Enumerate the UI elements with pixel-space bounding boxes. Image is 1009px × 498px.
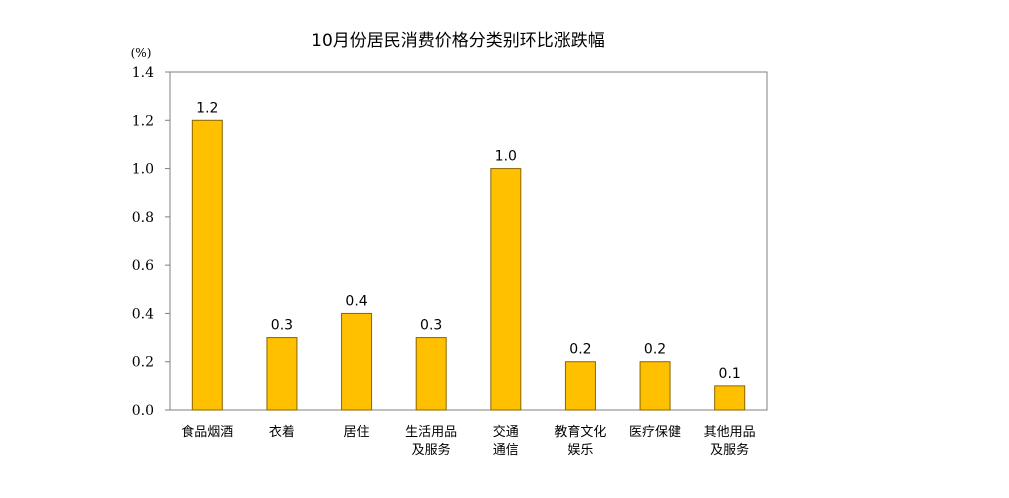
data-label: 1.0 xyxy=(495,149,517,165)
x-tick-label: 交通 xyxy=(493,424,519,440)
bar xyxy=(490,168,522,411)
bar xyxy=(341,312,373,411)
y-tick-label: 0.8 xyxy=(132,210,154,226)
data-label: 0.1 xyxy=(719,366,741,382)
bar xyxy=(415,337,447,411)
y-tick-label: 0.0 xyxy=(132,403,154,419)
x-tick-label: 医疗保健 xyxy=(629,425,681,440)
y-tick-label: 1.0 xyxy=(132,162,154,178)
y-axis: 0.0 0.2 0.4 0.6 0.8 1.0 1.2 1.4 xyxy=(132,65,170,419)
bar xyxy=(191,119,223,411)
x-tick-label: 居住 xyxy=(344,425,370,440)
plot-frame xyxy=(169,71,768,411)
data-label: 0.4 xyxy=(345,293,367,309)
x-tick-label: 及服务 xyxy=(710,442,749,458)
x-tick-label: 及服务 xyxy=(412,442,451,458)
bar xyxy=(714,385,746,411)
x-tick-label: 食品烟酒 xyxy=(181,424,233,440)
data-label: 1.2 xyxy=(196,100,218,116)
bar xyxy=(266,337,298,411)
data-label: 0.3 xyxy=(271,318,293,334)
x-tick-label: 教育文化 xyxy=(554,424,606,440)
x-tick-label: 通信 xyxy=(493,443,519,458)
bars xyxy=(191,119,746,411)
y-tick-label: 0.2 xyxy=(132,355,154,371)
bar xyxy=(564,361,596,411)
y-tick-label: 1.4 xyxy=(132,65,154,81)
chart-title: 10月份居民消费价格分类别环比涨跌幅 xyxy=(311,31,605,51)
data-label: 0.3 xyxy=(420,318,442,334)
data-label: 0.2 xyxy=(569,342,591,358)
bar xyxy=(639,361,671,411)
x-tick-label: 生活用品 xyxy=(405,425,457,440)
x-tick-label: 衣着 xyxy=(269,424,295,440)
y-axis-unit: (%) xyxy=(131,46,152,60)
x-tick-label: 娱乐 xyxy=(567,443,593,458)
y-tick-label: 0.6 xyxy=(132,258,154,274)
y-tick-label: 0.4 xyxy=(132,306,154,322)
data-labels: 1.2 0.3 0.4 0.3 1.0 0.2 0.2 0.1 xyxy=(196,100,741,382)
y-tick-label: 1.2 xyxy=(132,113,154,129)
data-label: 0.2 xyxy=(644,342,666,358)
x-tick-label: 其他用品 xyxy=(704,425,756,440)
